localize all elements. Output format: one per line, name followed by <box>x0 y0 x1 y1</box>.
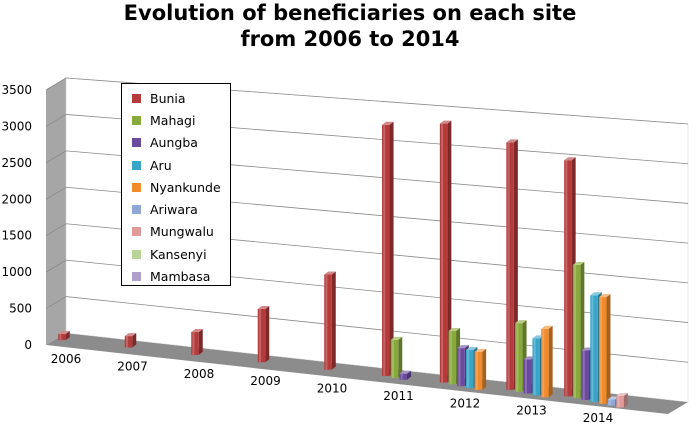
bar-aungba-2011 <box>399 370 411 380</box>
legend-item-aru: Aru <box>132 154 230 176</box>
gridline-side <box>45 114 67 127</box>
legend-swatch <box>132 272 141 282</box>
legend-item-ariwara: Ariwara <box>132 198 230 220</box>
bar-bunia-2012 <box>439 120 452 383</box>
x-tick-label-2009: 2009 <box>250 374 281 388</box>
y-tick-label: 500 <box>9 302 32 316</box>
chart-title-line-1: Evolution of beneficiaries on each site <box>123 1 577 25</box>
x-tick-label-2006: 2006 <box>51 352 82 366</box>
legend-item-bunia: Bunia <box>132 87 230 109</box>
y-axis-ticks: 0 500 1000 1500 2000 2500 3000 3500 <box>1 83 32 352</box>
x-tick-label-2007: 2007 <box>117 359 148 373</box>
gridline-side <box>45 223 67 237</box>
gridline-side <box>45 296 67 309</box>
bar-bunia-2008 <box>191 329 203 355</box>
bar-mahagi-2011 <box>390 336 403 378</box>
gridline-side <box>45 186 67 200</box>
legend-label: Bunia <box>150 90 186 106</box>
legend-swatch <box>132 138 141 148</box>
chart-title: Evolution of beneficiaries on each site … <box>0 0 700 52</box>
legend-label: Ariwara <box>150 202 198 218</box>
chart-title-line-2: from 2006 to 2014 <box>240 27 460 51</box>
legend-label: Aungba <box>150 135 198 151</box>
bars <box>58 120 628 408</box>
legend-swatch <box>132 93 141 103</box>
gridline-side <box>45 259 67 273</box>
legend-item-nyankunde: Nyankunde <box>132 176 230 198</box>
x-tick-label-2014: 2014 <box>583 411 614 425</box>
bar-nyankunde-2013 <box>541 325 553 398</box>
legend-item-aungba: Aungba <box>132 132 230 154</box>
legend-swatch <box>132 249 141 259</box>
legend-item-mahagi: Mahagi <box>132 109 230 131</box>
bar-nyankunde-2012 <box>474 348 487 390</box>
legend-item-kansenyi: Kansenyi <box>132 243 230 265</box>
legend-label: Mambasa <box>150 269 211 285</box>
legend-swatch <box>132 182 141 192</box>
legend-label: Kansenyi <box>150 246 207 262</box>
gridline-side <box>45 77 67 91</box>
side-wall <box>46 78 66 345</box>
y-tick-label: 1500 <box>1 229 32 243</box>
bar-bunia-2006 <box>58 331 70 341</box>
legend-label: Mungwalu <box>150 224 214 240</box>
legend-label: Mahagi <box>150 112 196 128</box>
bar-nyankunde-2014 <box>598 294 611 404</box>
y-tick-label: 0 <box>24 338 32 352</box>
x-tick-label-2011: 2011 <box>383 389 414 403</box>
y-tick-label: 2000 <box>1 192 32 206</box>
legend-swatch <box>132 160 141 170</box>
legend-item-mambasa: Mambasa <box>132 265 230 287</box>
x-tick-label-2010: 2010 <box>317 382 348 396</box>
y-tick-label: 2500 <box>1 156 32 170</box>
y-tick-label: 1000 <box>1 265 32 279</box>
bar-bunia-2010 <box>324 271 336 370</box>
legend-swatch <box>132 227 141 237</box>
bar-bunia-2009 <box>257 305 270 363</box>
legend-item-mungwalu: Mungwalu <box>132 221 230 243</box>
floor <box>46 333 688 414</box>
bar-mungwalu-2014 <box>616 393 628 408</box>
x-tick-label-2008: 2008 <box>184 367 215 381</box>
legend-label: Nyankunde <box>150 179 221 195</box>
legend-swatch <box>132 115 141 125</box>
x-tick-label-2012: 2012 <box>450 396 481 410</box>
legend-swatch <box>132 205 141 215</box>
bar-bunia-2007 <box>124 333 137 348</box>
x-tick-label-2013: 2013 <box>516 404 547 418</box>
legend: Bunia Mahagi Aungba Aru Nyankunde Ariwara Mung… <box>121 83 231 286</box>
y-tick-label: 3500 <box>1 83 32 97</box>
bar-bunia-2011 <box>382 121 394 377</box>
legend-label: Aru <box>150 157 172 173</box>
y-tick-label: 3000 <box>1 119 32 133</box>
gridline-side <box>45 150 67 164</box>
x-axis-ticks: 2006 2007 2008 2009 2010 2011 2012 2013 2014 <box>51 352 614 425</box>
